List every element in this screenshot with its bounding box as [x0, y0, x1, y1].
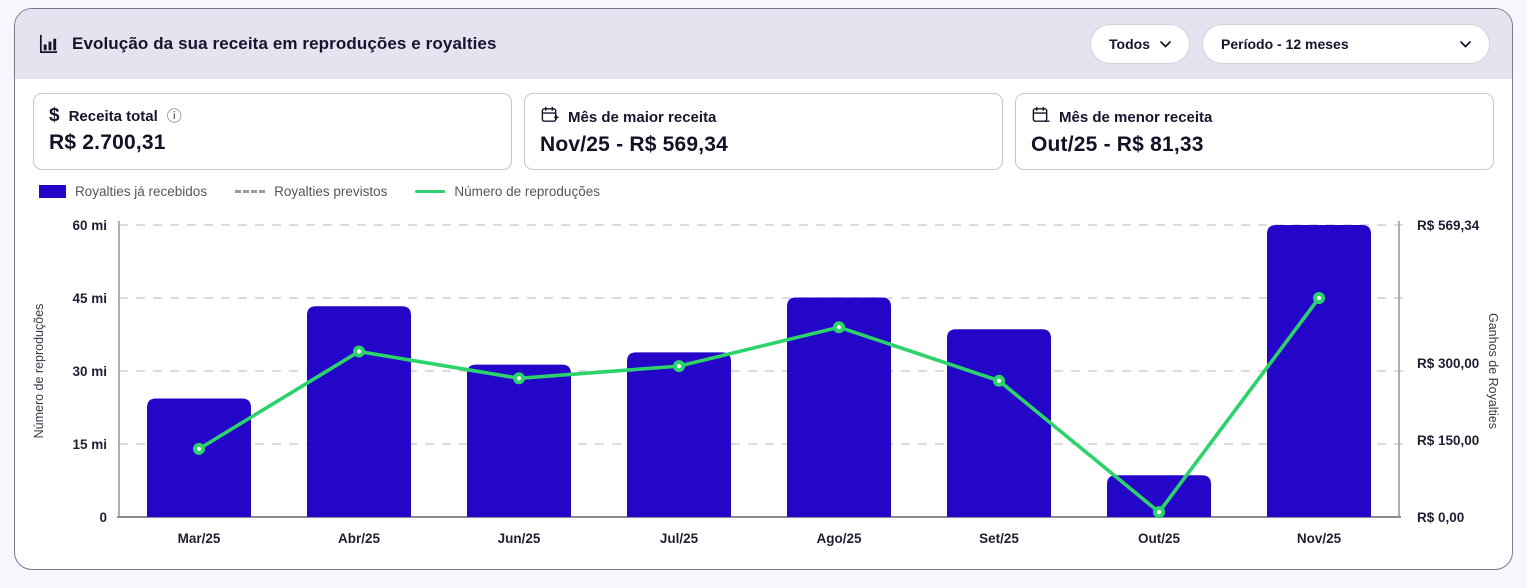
x-axis-label: Abr/25 [338, 531, 381, 546]
legend-item-royalties-received: Royalties já recebidos [39, 184, 207, 199]
stat-card-total-revenue: $ Receita total ⓘ R$ 2.700,31 [33, 93, 512, 170]
bar-Jun/25[interactable] [467, 364, 571, 517]
x-axis-label: Nov/25 [1297, 531, 1342, 546]
filter-period-label: Período - 12 meses [1221, 36, 1349, 52]
right-axis-title: Ganhos de Royalties [1486, 313, 1500, 429]
x-axis-label: Set/25 [979, 531, 1019, 546]
left-axis-tick: 45 mi [72, 291, 107, 306]
bar-Nov/25[interactable] [1267, 225, 1371, 517]
bar-Mar/25[interactable] [147, 398, 251, 517]
x-axis-label: Ago/25 [816, 531, 862, 546]
bar-Jul/25[interactable] [627, 352, 731, 517]
panel-title: Evolução da sua receita em reproduções e… [72, 34, 497, 53]
bar-Out/25[interactable] [1107, 475, 1211, 517]
filter-all-dropdown[interactable]: Todos [1090, 24, 1190, 64]
left-axis-tick: 15 mi [72, 437, 107, 452]
filter-period-dropdown[interactable]: Período - 12 meses [1202, 24, 1490, 64]
right-axis-tick: R$ 0,00 [1417, 510, 1464, 525]
stat-label: Receita total [68, 107, 158, 125]
bar-Ago/25[interactable] [787, 297, 891, 517]
x-axis-label: Jul/25 [660, 531, 699, 546]
revenue-chart: 0 15 mi 30 mi 45 mi 60 mi R$ 0,00 R$ 150,00 R$ … [32, 218, 1500, 546]
chart-legend: Royalties já recebidos Royalties previst… [15, 170, 1512, 199]
bar-chart-icon [37, 33, 60, 56]
lowest-month-value: Out/25 - R$ 81,33 [1031, 133, 1204, 156]
header-filters: Todos Período - 12 meses [1090, 24, 1490, 64]
dollar-icon: $ [49, 105, 60, 126]
total-revenue-value: R$ 2.700,31 [49, 131, 166, 154]
x-axis-label: Out/25 [1138, 531, 1181, 546]
panel-header: Evolução da sua receita em reproduções e… [15, 9, 1512, 79]
left-axis-title: Número de reproduções [32, 304, 46, 439]
chevron-down-icon [1160, 40, 1171, 48]
right-axis-tick: R$ 300,00 [1417, 356, 1479, 371]
stat-card-lowest-month: Mês de menor receita Out/25 - R$ 81,33 [1015, 93, 1494, 170]
bar-Set/25[interactable] [947, 329, 1051, 517]
stat-label: Mês de maior receita [568, 108, 717, 126]
left-axis-tick: 60 mi [72, 218, 107, 233]
bar-Abr/25[interactable] [307, 306, 411, 517]
filter-all-label: Todos [1109, 36, 1150, 52]
calendar-plus-icon [540, 105, 559, 129]
legend-bar-swatch [39, 185, 66, 198]
right-axis-tick: R$ 150,00 [1417, 433, 1479, 448]
legend-item-reproductions: Número de reproduções [415, 184, 600, 199]
stat-card-highest-month: Mês de maior receita Nov/25 - R$ 569,34 [524, 93, 1003, 170]
highest-month-value: Nov/25 - R$ 569,34 [540, 133, 729, 156]
x-axis-label: Mar/25 [178, 531, 221, 546]
legend-dashed-swatch [235, 190, 266, 193]
chevron-down-icon [1460, 40, 1471, 48]
revenue-evolution-panel: Evolução da sua receita em reproduções e… [14, 8, 1513, 570]
left-axis-tick: 30 mi [72, 364, 107, 379]
x-axis-label: Jun/25 [498, 531, 541, 546]
stats-row: $ Receita total ⓘ R$ 2.700,31 Mês de mai… [15, 79, 1512, 170]
legend-line-swatch [415, 190, 446, 193]
info-icon[interactable]: ⓘ [166, 107, 182, 125]
calendar-minus-icon [1031, 105, 1050, 129]
stat-label: Mês de menor receita [1059, 108, 1213, 126]
right-axis-tick: R$ 569,34 [1417, 218, 1480, 233]
chart-area: 0 15 mi 30 mi 45 mi 60 mi R$ 0,00 R$ 150,00 R$ … [15, 199, 1512, 565]
legend-item-royalties-forecast: Royalties previstos [235, 184, 387, 199]
left-axis-tick: 0 [99, 510, 107, 525]
